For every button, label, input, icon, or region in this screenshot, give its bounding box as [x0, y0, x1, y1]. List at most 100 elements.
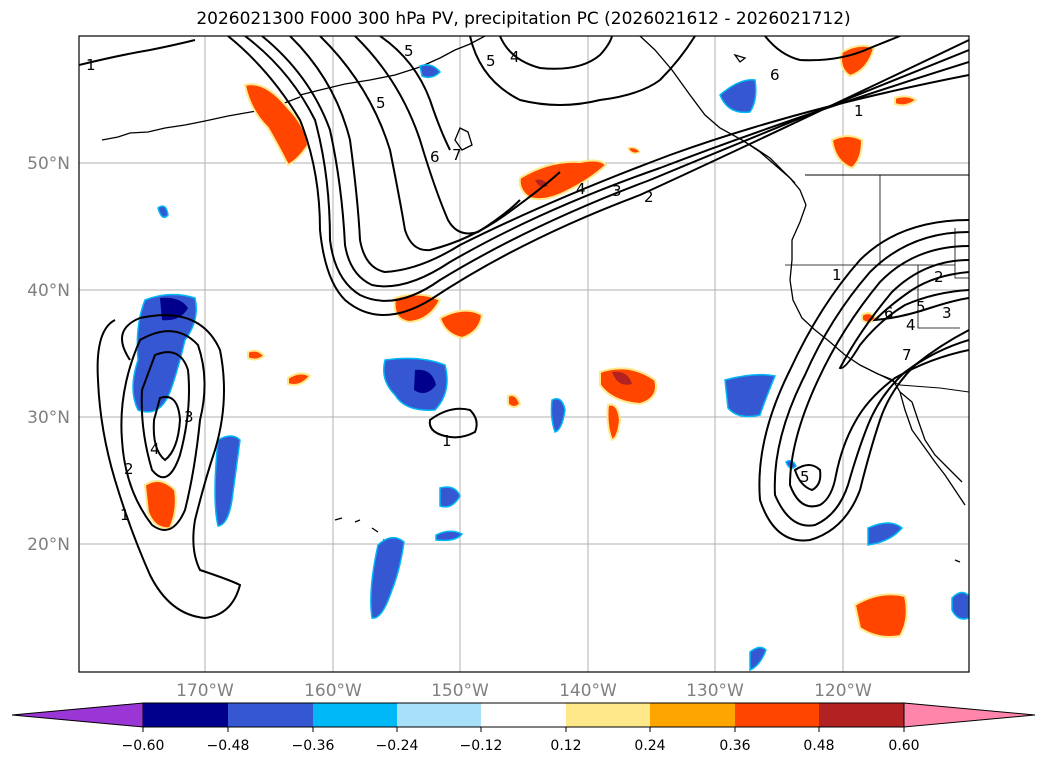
colorbar-tick-label: −0.60 [122, 738, 165, 754]
colorbar-segment [566, 703, 650, 727]
island [954, 559, 961, 563]
contour-label: 7 [902, 346, 912, 364]
pv-contour-5-north [499, 36, 613, 70]
colorbar-segment [650, 703, 735, 727]
pv-contour-4 [152, 396, 182, 462]
precip-pos [894, 95, 918, 107]
lon-label: 130°W [686, 681, 744, 701]
map-title: 2026021300 F000 300 hPa PV, precipitatio… [196, 9, 851, 29]
map-frame [78, 35, 970, 673]
colorbar-segment [143, 703, 228, 727]
vancouver-island [741, 139, 796, 184]
colorbar-tick-label: −0.48 [207, 738, 250, 754]
contour-label: 3 [942, 304, 952, 322]
pv-contour-4-north [469, 36, 696, 106]
precip-pos [438, 309, 484, 340]
pv-contour-7 [379, 36, 451, 151]
precip-pos [143, 480, 177, 530]
state-border [954, 228, 969, 279]
contour-label: 2 [934, 268, 944, 286]
contour-label: 6 [884, 304, 894, 322]
colorbar-segment [313, 703, 397, 727]
contour-label: 1 [442, 432, 452, 450]
lon-label: 150°W [431, 681, 489, 701]
precip-pos [247, 349, 266, 361]
contour-label: 4 [510, 48, 520, 66]
contour-label: 4 [150, 440, 160, 458]
lat-label: 30°N [27, 408, 70, 428]
precip-pos [840, 44, 876, 78]
precip-shading [132, 44, 969, 672]
colorbar-tick-label: −0.12 [460, 738, 503, 754]
colorbar-ticks [142, 727, 905, 732]
colorbar-segment [228, 703, 313, 727]
pv-contour-4-trough [838, 259, 969, 370]
alaska-south-coast [299, 36, 486, 96]
precip-neg [370, 536, 405, 619]
contour-label: 3 [184, 408, 194, 426]
contour-label: 1 [120, 506, 130, 524]
colorbar-tick-label: −0.36 [292, 738, 335, 754]
pv-contour-2-trough [773, 231, 969, 527]
lat-labels: 50°N 40°N 30°N 20°N [27, 154, 70, 555]
contour-label: 5 [916, 298, 926, 316]
pv-contour-5 [319, 36, 561, 252]
pv-contour-2-jet [244, 36, 969, 302]
contour-label: 5 [486, 52, 496, 70]
colorbar-tick-label: −0.24 [376, 738, 419, 754]
precip-neg [550, 398, 566, 433]
colorbar: −0.60 −0.48 −0.36 −0.24 −0.12 0.12 0.24 … [11, 702, 1036, 754]
map-background [79, 36, 969, 672]
baja-coast [899, 391, 966, 506]
us-mexico-border [869, 369, 969, 393]
contour-label: 1 [86, 56, 96, 74]
colorbar-tick-label: 0.12 [550, 738, 581, 754]
precip-neg [719, 79, 757, 114]
colorbar-tick-label: 0.48 [803, 738, 834, 754]
precip-neg [724, 373, 777, 418]
lat-label: 40°N [27, 281, 70, 301]
colorbar-tick-label: 0.36 [719, 738, 750, 754]
contour-label: 5 [800, 468, 810, 486]
colorbar-segment [735, 703, 819, 727]
colorbar-segment [481, 703, 566, 727]
colorbar-tick-label: 0.60 [888, 738, 919, 754]
precip-pos-strong [612, 371, 632, 385]
colorbar-segment [819, 703, 904, 727]
hawaii [334, 517, 399, 557]
pv-contour-1-west [79, 39, 196, 66]
pv-contours [79, 36, 969, 620]
gulf-of-california [911, 401, 963, 483]
pv-contour-3-trough [788, 245, 969, 508]
pv-contour-6-ne [764, 36, 901, 62]
precip-neg [749, 646, 767, 672]
precip-neg [867, 522, 904, 546]
pv-contour-3 [140, 351, 190, 479]
precip-neg [435, 530, 464, 542]
contour-label: 5 [404, 42, 414, 60]
colorbar-extend-low [11, 702, 144, 728]
precip-pos [830, 135, 864, 170]
contour-label: 6 [770, 66, 780, 84]
contour-label: 4 [906, 316, 916, 334]
lon-label: 120°W [814, 681, 872, 701]
pv-contour-3-jet [261, 36, 969, 288]
colorbar-outline [143, 702, 904, 728]
pv-contour-2 [120, 330, 206, 531]
island [454, 127, 473, 151]
lon-label: 170°W [176, 681, 234, 701]
pv-contour-6-trough [872, 271, 969, 322]
pv-contour-1 [96, 314, 242, 620]
contour-label: 4 [576, 180, 586, 198]
pv-contour-1-trough [758, 219, 969, 542]
precip-pos [507, 394, 522, 408]
pv-contour-1-jet [227, 36, 969, 316]
pv-contour-1-central [428, 407, 478, 439]
precip-pos [606, 403, 622, 442]
precip-neg-strong [414, 369, 436, 394]
lon-labels: 170°W 160°W 150°W 140°W 130°W 120°W [176, 681, 872, 701]
contour-label: 2 [124, 460, 134, 478]
precip-neg [439, 486, 461, 508]
lon-label: 160°W [304, 681, 362, 701]
lat-label: 50°N [27, 154, 70, 174]
